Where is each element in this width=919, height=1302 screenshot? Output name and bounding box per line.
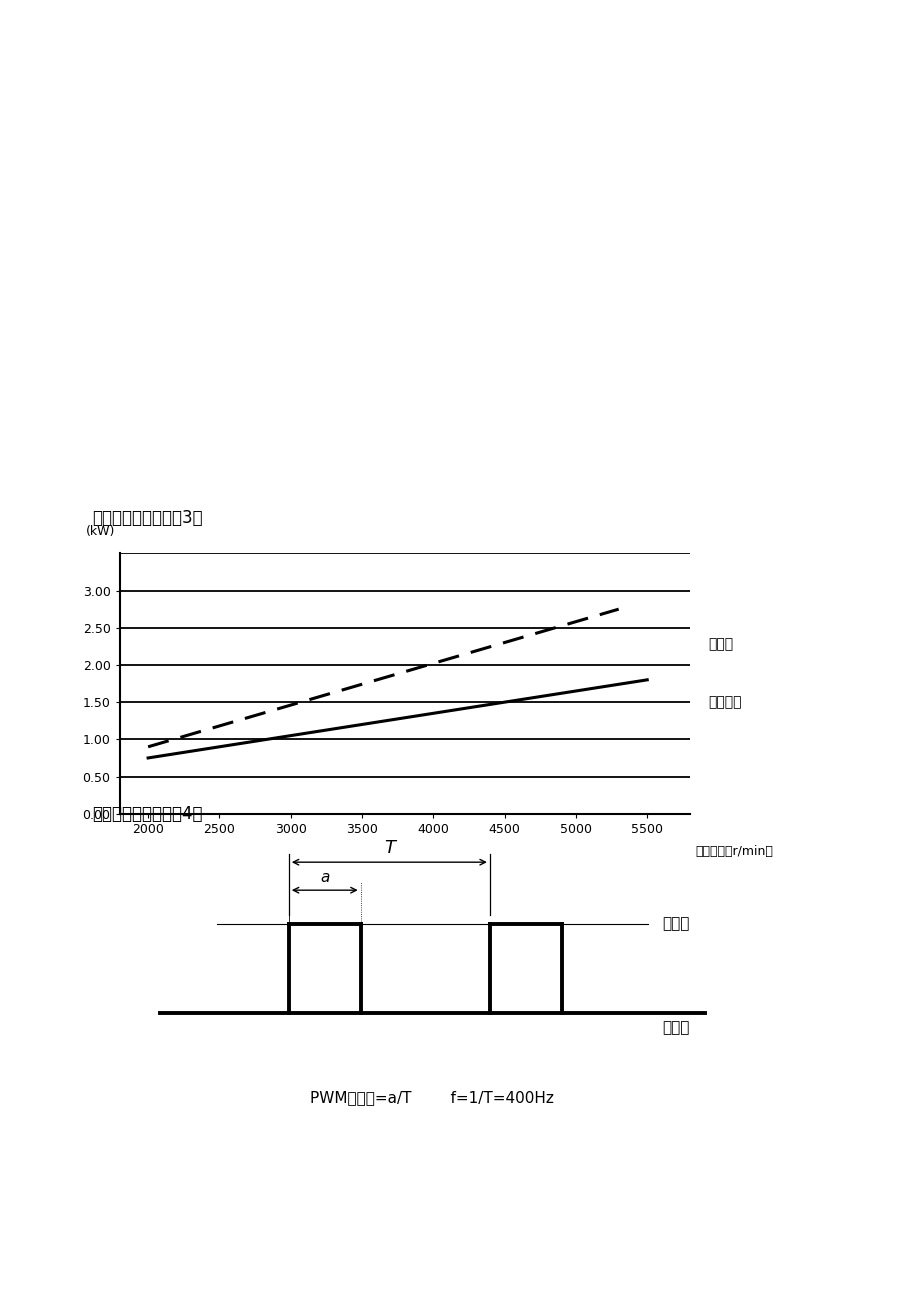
Text: 制冷量: 制冷量: [708, 638, 732, 651]
Text: a: a: [320, 870, 329, 884]
Text: 输入功率: 输入功率: [708, 695, 741, 708]
Text: 压缩机转速r/min）: 压缩机转速r/min）: [695, 845, 773, 858]
Text: T: T: [383, 838, 394, 857]
Text: (kW): (kW): [85, 525, 115, 538]
Text: PWM占空比=a/T        f=1/T=400Hz: PWM占空比=a/T f=1/T=400Hz: [310, 1090, 554, 1105]
Text: 九、调速曲线（见图4）: 九、调速曲线（见图4）: [92, 805, 202, 823]
Text: 高电平: 高电平: [662, 917, 688, 931]
Text: 八、制冷能力（见图3）: 八、制冷能力（见图3）: [92, 509, 202, 527]
Text: 低电平: 低电平: [662, 1019, 688, 1035]
